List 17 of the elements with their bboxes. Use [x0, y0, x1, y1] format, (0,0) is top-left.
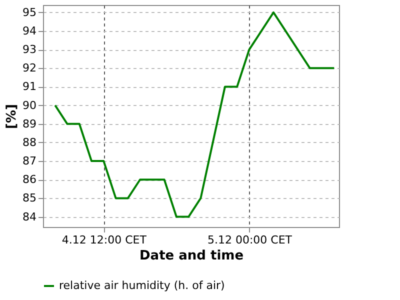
y-tick-label: 95 [22, 6, 36, 19]
y-tick-label: 87 [22, 154, 36, 168]
y-tick-label: 89 [22, 117, 36, 130]
y-tick-label: 86 [22, 173, 36, 186]
x-axis-title: Date and time [139, 248, 244, 264]
y-tick-label: 91 [22, 80, 36, 94]
y-tick-label: 94 [22, 24, 36, 38]
y-tick-label: 93 [22, 43, 36, 56]
y-tick-label: 92 [22, 62, 36, 75]
y-tick-label: 90 [22, 98, 36, 112]
y-tick-label: 84 [22, 210, 36, 224]
y-axis-title: [%] [4, 104, 20, 129]
x-tick-label: 5.12 00:00 CET [207, 234, 292, 246]
y-tick-label: 88 [22, 136, 36, 149]
legend-label: relative air humidity (h. of air) [59, 279, 225, 292]
y-tick-label: 85 [22, 192, 36, 205]
x-tick-label: 4.12 12:00 CET [62, 234, 147, 246]
